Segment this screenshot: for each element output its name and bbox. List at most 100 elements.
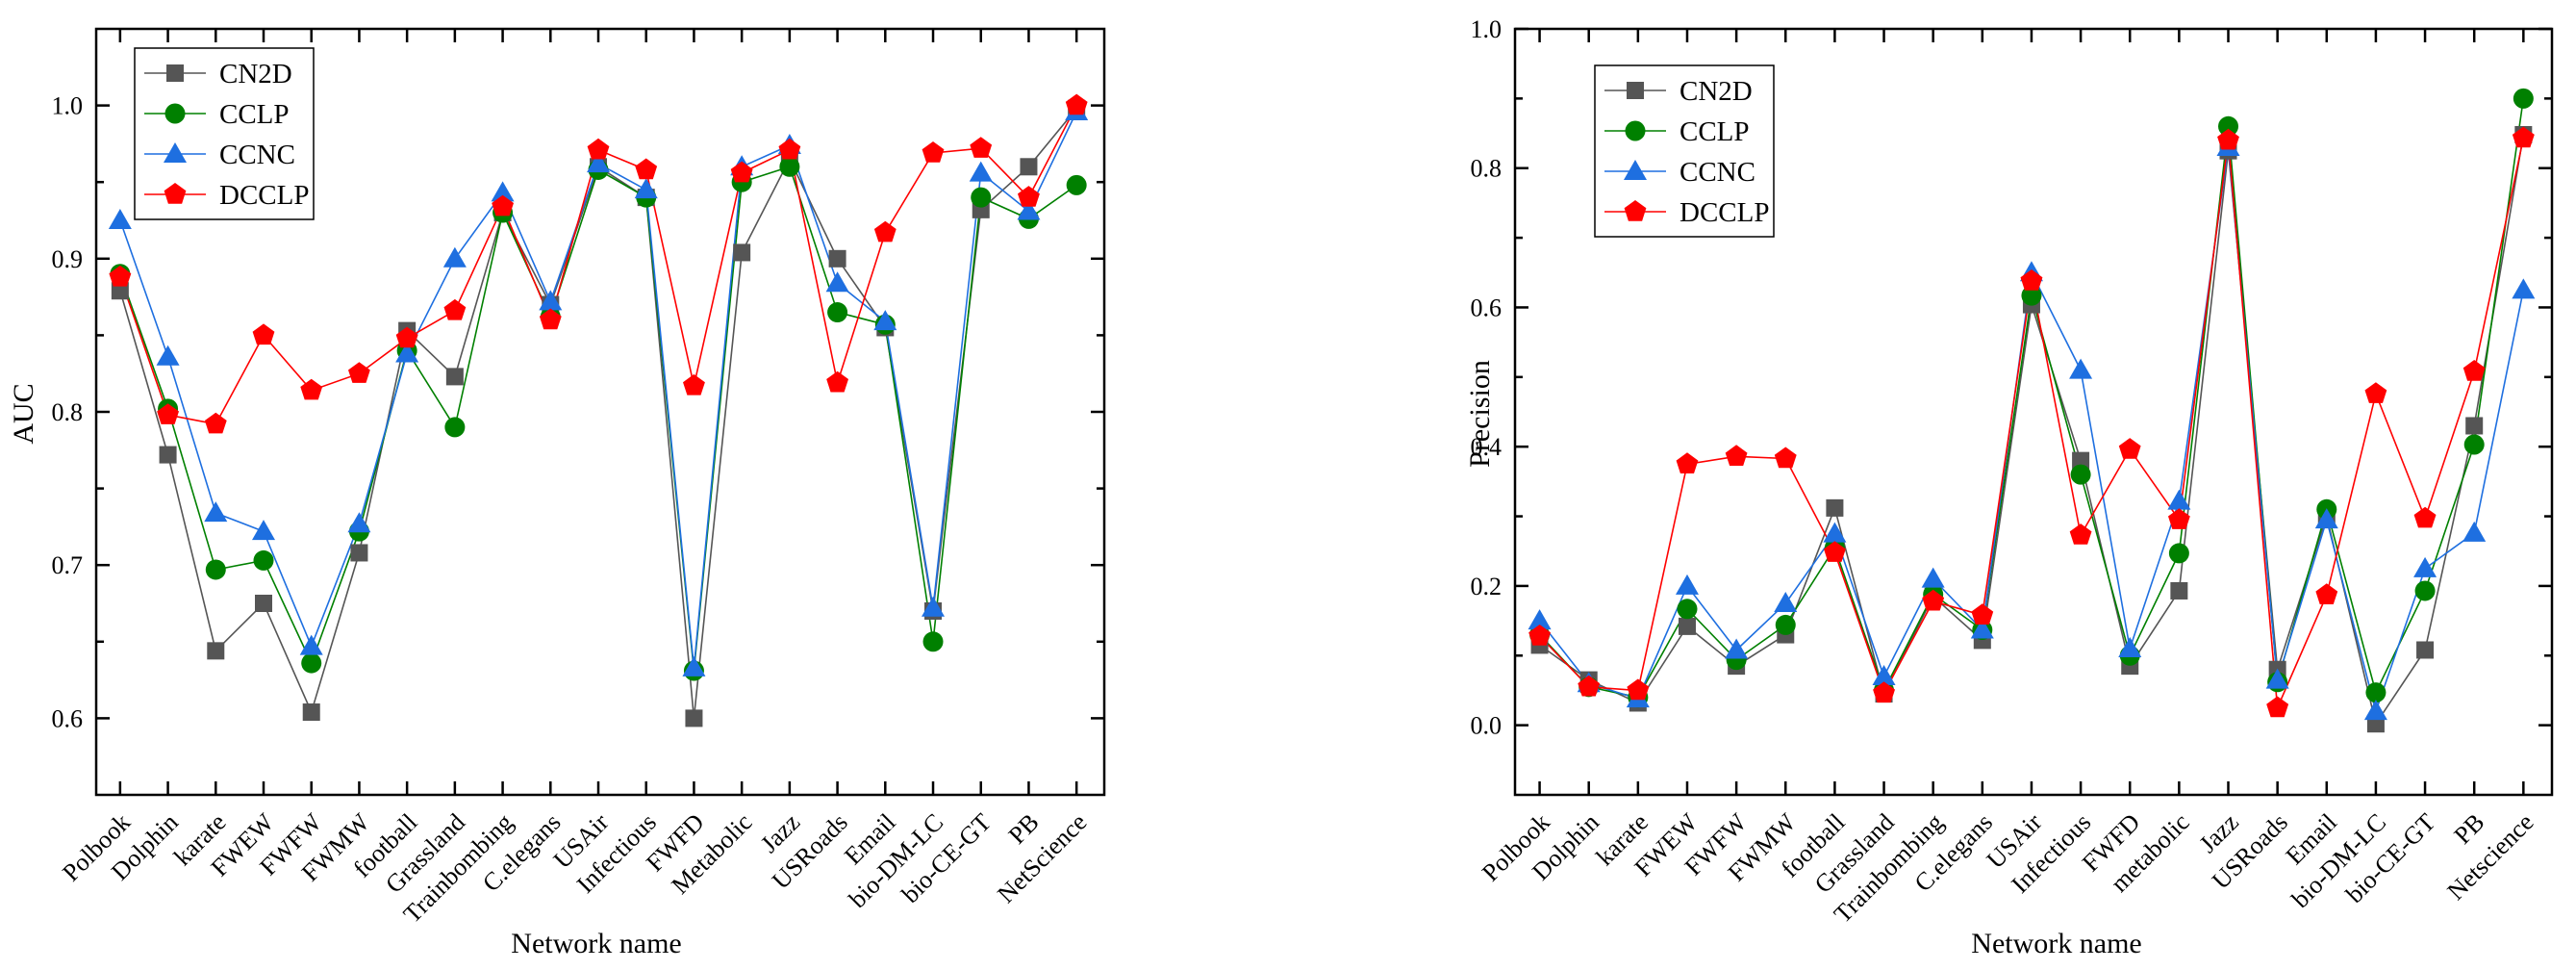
point-dcclp xyxy=(2020,269,2043,291)
point-dcclp xyxy=(539,308,562,330)
point-ccnc xyxy=(1725,638,1749,659)
legend: CN2D CCLP CCNC DCCLP xyxy=(134,47,315,220)
point-ccnc xyxy=(1872,664,1896,685)
point-dcclp xyxy=(2217,128,2239,150)
legend-marker-cn2d xyxy=(166,64,184,82)
point-cclp xyxy=(205,559,226,580)
point-ccnc xyxy=(252,520,276,541)
point-cn2d xyxy=(2072,451,2090,470)
point-ccnc xyxy=(395,342,419,363)
point-dcclp xyxy=(730,161,753,183)
point-dcclp xyxy=(204,412,227,434)
y-tick-label: 0.7 xyxy=(52,551,84,579)
point-cclp xyxy=(2218,115,2239,137)
legend-label-cclp: CCLP xyxy=(1679,116,1750,147)
point-cclp xyxy=(444,417,466,438)
point-cclp xyxy=(253,549,274,571)
point-ccnc xyxy=(2363,700,2387,721)
point-cclp xyxy=(301,652,322,674)
point-cclp xyxy=(2414,580,2436,601)
point-cclp xyxy=(1775,614,1796,635)
point-dcclp xyxy=(2512,126,2535,148)
point-dcclp xyxy=(1578,675,1601,697)
x-tick-label: NetScience xyxy=(992,808,1092,908)
point-cclp xyxy=(2365,682,2387,703)
point-ccnc xyxy=(873,310,897,331)
x-axis-title: Network name xyxy=(511,928,681,959)
point-dcclp xyxy=(1065,93,1088,115)
legend-marker-ccnc xyxy=(164,142,187,163)
point-dcclp xyxy=(1971,603,1994,625)
point-cn2d xyxy=(302,703,320,722)
point-cn2d xyxy=(350,544,368,562)
point-dcclp xyxy=(778,138,801,160)
point-cn2d xyxy=(207,642,225,660)
point-cclp xyxy=(922,631,944,652)
point-dcclp xyxy=(683,373,705,396)
y-tick-label: 0.0 xyxy=(1471,712,1503,740)
point-ccnc xyxy=(1921,567,1945,588)
point-ccnc xyxy=(969,161,993,182)
point-ccnc xyxy=(442,246,467,268)
point-ccnc xyxy=(2167,489,2191,510)
point-ccnc xyxy=(347,512,371,533)
point-dcclp xyxy=(873,220,897,242)
point-cn2d xyxy=(2170,581,2188,600)
point-dcclp xyxy=(109,265,132,287)
auc-chart: 0.60.70.80.91.0PolbookDolphinkarateFWEWF… xyxy=(8,27,1106,959)
point-dcclp xyxy=(2315,583,2338,604)
point-dcclp xyxy=(300,378,323,400)
plot-frame xyxy=(1513,27,2554,797)
point-dcclp xyxy=(1018,186,1040,207)
point-ccnc xyxy=(634,178,658,199)
legend-marker-dcclp xyxy=(1624,200,1647,221)
x-axis-title: Network name xyxy=(1971,928,2141,959)
legend-label-cn2d: CN2D xyxy=(219,59,292,89)
point-dcclp xyxy=(2413,506,2437,528)
point-dcclp xyxy=(492,194,514,217)
point-ccnc xyxy=(922,596,946,617)
y-axis-title: AUC xyxy=(8,383,39,444)
point-ccnc xyxy=(108,209,132,229)
y-axis-title: Precision xyxy=(1464,360,1496,468)
point-dcclp xyxy=(2266,696,2289,718)
point-cn2d xyxy=(1020,158,1038,176)
point-dcclp xyxy=(587,138,610,160)
y-tick-label: 1.0 xyxy=(52,92,84,120)
point-ccnc xyxy=(156,345,180,366)
point-cn2d xyxy=(1678,617,1696,635)
y-tick-label: 0.4 xyxy=(1471,433,1503,461)
point-ccnc xyxy=(2413,556,2437,577)
point-dcclp xyxy=(1873,681,1895,703)
point-cn2d xyxy=(685,709,703,728)
y-tick-label: 0.8 xyxy=(1471,155,1503,183)
point-cclp xyxy=(2463,434,2485,455)
point-cn2d xyxy=(733,243,751,262)
y-tick-label: 0.2 xyxy=(1471,573,1503,600)
point-dcclp xyxy=(635,158,658,180)
legend-label-ccnc: CCNC xyxy=(219,140,295,170)
point-ccnc xyxy=(2265,668,2289,689)
legend-marker-cclp xyxy=(1625,120,1646,141)
point-dcclp xyxy=(2364,382,2387,403)
legend: CN2D CCLP CCNC DCCLP xyxy=(1594,64,1775,238)
legend-label-cn2d: CN2D xyxy=(1679,76,1753,107)
point-dcclp xyxy=(157,403,179,424)
point-ccnc xyxy=(2462,521,2487,542)
point-dcclp xyxy=(1774,447,1797,469)
legend-marker-cn2d xyxy=(1627,82,1644,99)
point-dcclp xyxy=(970,137,993,158)
point-dcclp xyxy=(395,326,418,348)
point-ccnc xyxy=(299,634,323,655)
point-ccnc xyxy=(1970,618,1994,639)
y-tick-label: 0.9 xyxy=(52,245,84,273)
point-ccnc xyxy=(825,271,849,293)
point-ccnc xyxy=(2512,278,2536,299)
point-cclp xyxy=(779,156,800,177)
point-ccnc xyxy=(1017,199,1041,220)
point-ccnc xyxy=(491,181,515,202)
point-dcclp xyxy=(443,298,467,320)
legend-marker-cclp xyxy=(164,103,186,124)
point-dcclp xyxy=(2168,508,2190,529)
